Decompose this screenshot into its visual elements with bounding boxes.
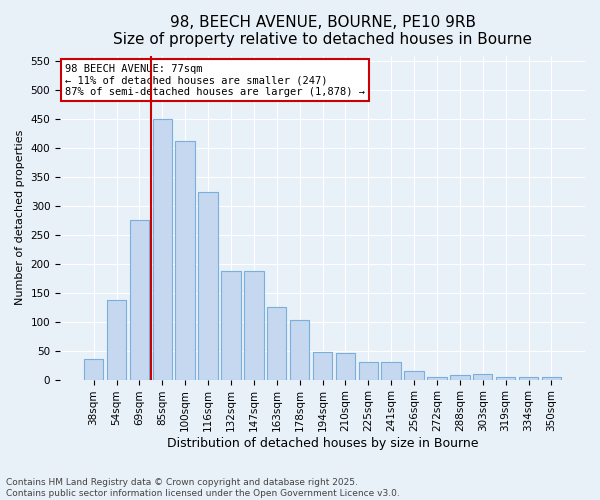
Bar bbox=[450, 375, 470, 380]
Text: 98 BEECH AVENUE: 77sqm
← 11% of detached houses are smaller (247)
87% of semi-de: 98 BEECH AVENUE: 77sqm ← 11% of detached… bbox=[65, 64, 365, 97]
X-axis label: Distribution of detached houses by size in Bourne: Distribution of detached houses by size … bbox=[167, 437, 478, 450]
Bar bbox=[335, 353, 355, 380]
Bar bbox=[496, 376, 515, 380]
Bar bbox=[130, 220, 149, 380]
Bar bbox=[519, 378, 538, 380]
Bar bbox=[427, 376, 446, 380]
Bar bbox=[267, 308, 286, 380]
Bar bbox=[404, 371, 424, 380]
Bar bbox=[175, 141, 195, 380]
Bar bbox=[359, 362, 378, 380]
Bar bbox=[107, 300, 126, 380]
Title: 98, BEECH AVENUE, BOURNE, PE10 9RB
Size of property relative to detached houses : 98, BEECH AVENUE, BOURNE, PE10 9RB Size … bbox=[113, 15, 532, 48]
Bar bbox=[199, 192, 218, 380]
Bar bbox=[542, 378, 561, 380]
Y-axis label: Number of detached properties: Number of detached properties bbox=[15, 130, 25, 305]
Text: Contains HM Land Registry data © Crown copyright and database right 2025.
Contai: Contains HM Land Registry data © Crown c… bbox=[6, 478, 400, 498]
Bar bbox=[221, 271, 241, 380]
Bar bbox=[290, 320, 310, 380]
Bar bbox=[84, 360, 103, 380]
Bar bbox=[152, 119, 172, 380]
Bar bbox=[244, 271, 263, 380]
Bar bbox=[313, 352, 332, 380]
Bar bbox=[473, 374, 493, 380]
Bar bbox=[382, 362, 401, 380]
